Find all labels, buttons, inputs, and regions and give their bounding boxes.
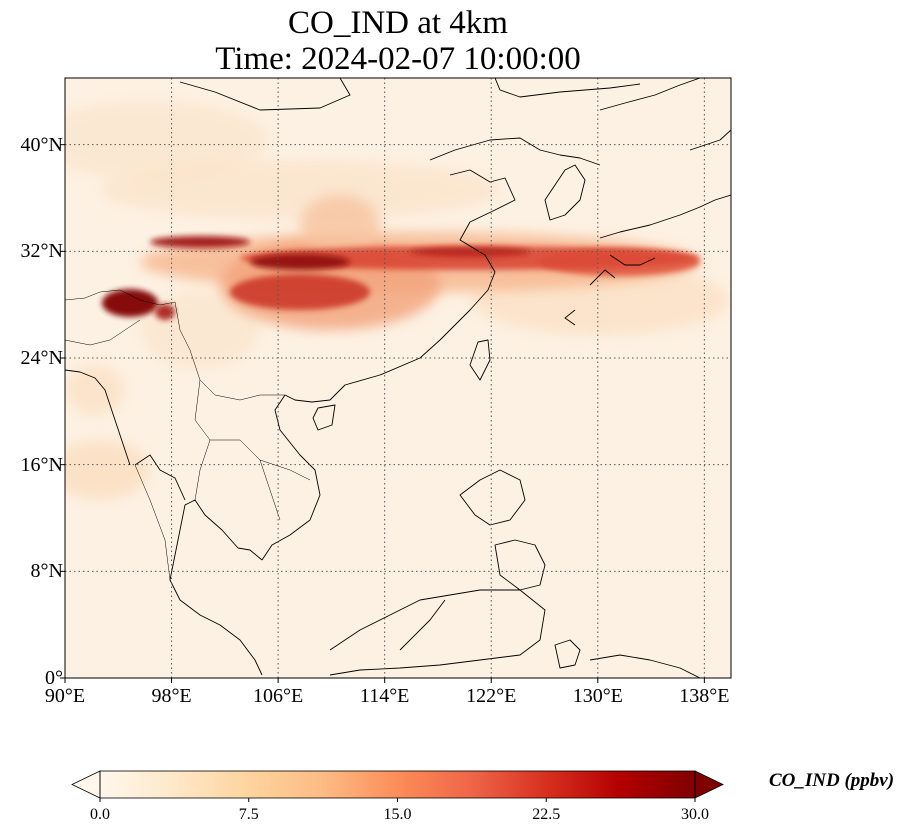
lat-label-32: 32°N <box>20 240 63 263</box>
lat-label-8: 8°N <box>30 560 63 583</box>
colorbar-tick-label: 7.5 <box>238 806 259 823</box>
axis-tick-marks <box>60 144 705 683</box>
lon-label-130: 130°E <box>572 685 623 707</box>
lon-label-138: 138°E <box>679 685 730 707</box>
lat-label-0: 0° <box>45 667 63 689</box>
colorbar-tick-label: 30.0 <box>681 806 709 823</box>
colorbar <box>71 770 724 802</box>
colorbar-label: CO_IND (ppbv) <box>769 770 895 791</box>
country-borders <box>65 289 311 581</box>
map-gridlines <box>65 78 731 678</box>
colorbar-tick-marks <box>99 798 696 802</box>
lon-label-98: 98°E <box>151 685 192 707</box>
lat-label-24: 24°N <box>20 347 63 369</box>
lat-label-40: 40°N <box>20 133 63 156</box>
colorbar-tick-label: 22.5 <box>532 806 561 823</box>
co-concentration-field <box>65 78 731 678</box>
lon-label-114: 114°E <box>359 685 410 707</box>
colorbar-tick-label: 0.0 <box>90 806 110 823</box>
lat-label-16: 16°N <box>20 453 63 476</box>
colorbar-max-extend <box>694 770 724 799</box>
coastlines <box>65 78 731 678</box>
map-frame <box>64 77 732 679</box>
colorbar-min-extend <box>71 770 101 799</box>
lon-label-106: 106°E <box>253 685 304 707</box>
colorbar-gradient <box>100 771 695 798</box>
lon-label-122: 122°E <box>466 685 517 707</box>
map-title-variable: CO_IND at 4km <box>288 5 508 41</box>
lon-label-90: 90°E <box>44 685 86 707</box>
map-title-time: Time: 2024-02-07 10:00:00 <box>215 41 581 77</box>
colorbar-tick-label: 15.0 <box>383 806 412 823</box>
